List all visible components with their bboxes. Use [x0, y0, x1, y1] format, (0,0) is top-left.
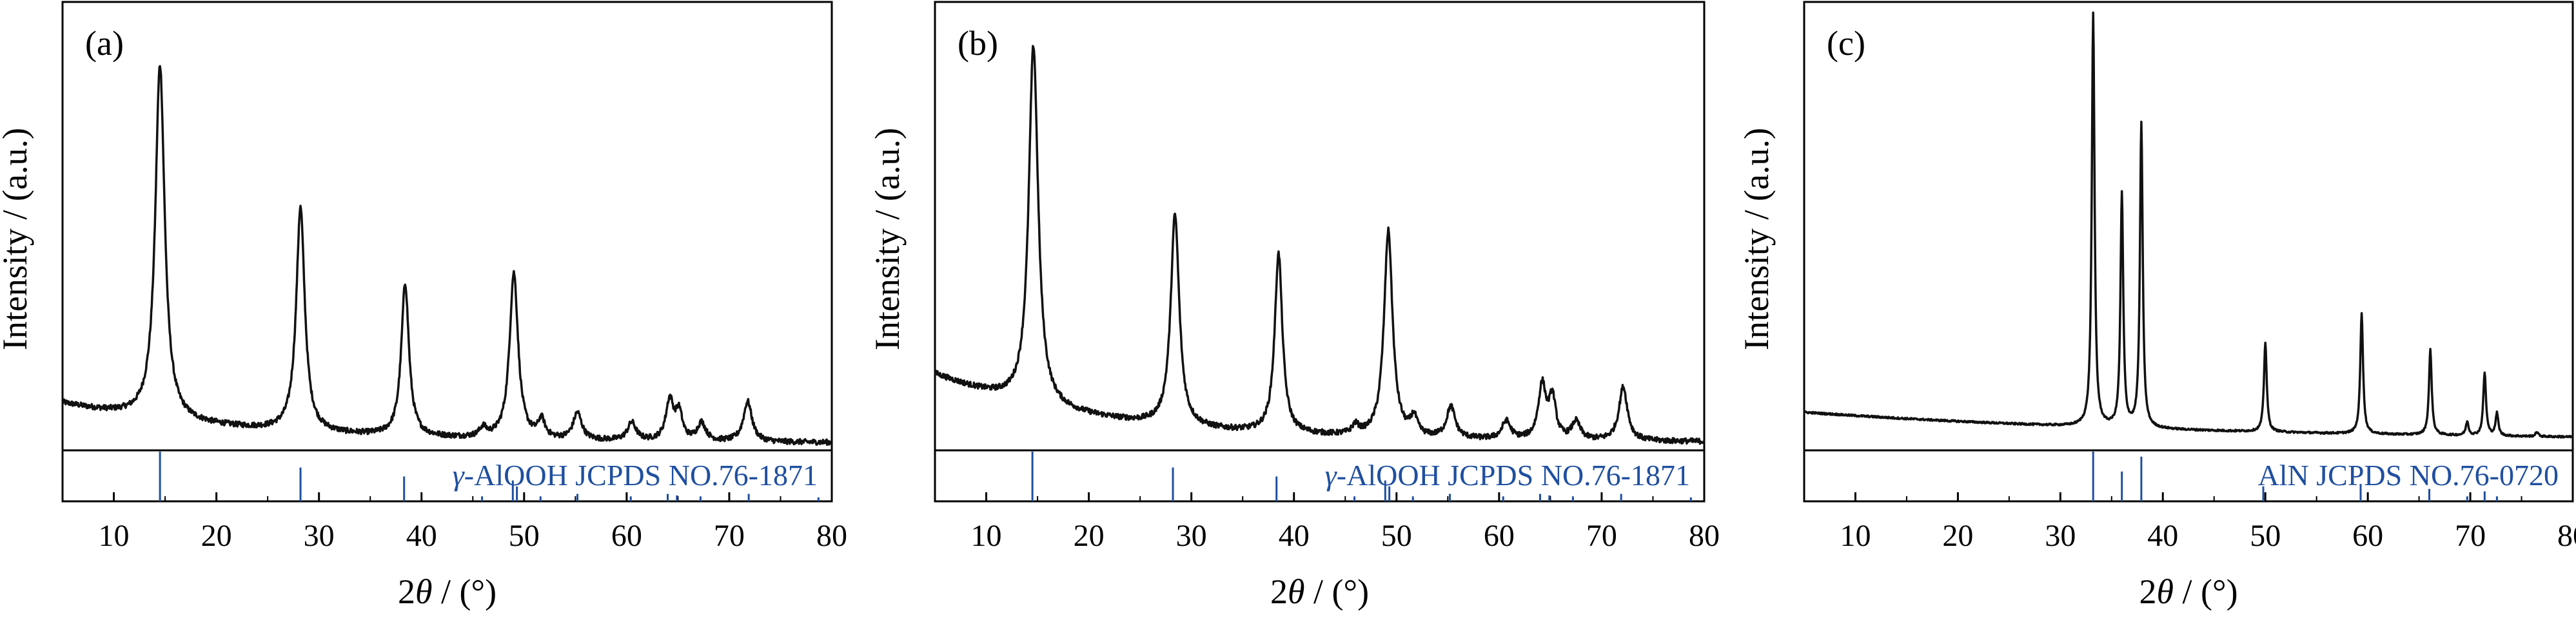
- x-tick-label: 80: [2557, 519, 2576, 553]
- x-tick-label: 30: [304, 519, 335, 553]
- x-tick-label: 30: [1176, 519, 1207, 553]
- x-tick-label: 80: [1689, 519, 1720, 553]
- x-tick-label: 40: [406, 519, 437, 553]
- x-tick-label: 20: [1942, 519, 1973, 553]
- x-tick-label: 50: [2250, 519, 2281, 553]
- reference-label: γ-AlOOH JCPDS NO.76-1871: [453, 459, 818, 492]
- x-tick-label: 60: [2352, 519, 2383, 553]
- x-tick-label: 50: [509, 519, 540, 553]
- x-tick-label: 20: [1074, 519, 1105, 553]
- y-axis-label: Intensity / (a.u.): [0, 128, 34, 350]
- x-tick-label: 70: [1586, 519, 1617, 553]
- x-tick-label: 80: [816, 519, 847, 553]
- plot-frame: [61, 1, 833, 503]
- x-tick-label: 50: [1381, 519, 1412, 553]
- x-axis-label: 2θ / (°): [398, 572, 497, 611]
- plot-frame: [1803, 1, 2574, 503]
- x-tick-label: 10: [1840, 519, 1871, 553]
- x-tick-label: 20: [201, 519, 232, 553]
- x-tick-label: 10: [99, 519, 130, 553]
- y-axis-label: Intensity / (a.u.): [1737, 128, 1776, 350]
- x-tick-label: 60: [1484, 519, 1515, 553]
- xrd-pattern-line: [1803, 11, 2574, 439]
- panel-label: (c): [1827, 24, 1865, 63]
- xrd-pattern-line: [61, 65, 832, 446]
- y-axis-label: Intensity / (a.u.): [868, 128, 907, 350]
- panel-2: 10 20 30 40 50 60 70 80 2θ / (°) Intensity / (a.u…: [868, 1, 1720, 611]
- x-axis-label: 2θ / (°): [2139, 572, 2237, 611]
- x-tick-label: 70: [714, 519, 745, 553]
- reference-label: γ-AlOOH JCPDS NO.76-1871: [1325, 459, 1690, 492]
- x-tick-label: 10: [971, 519, 1002, 553]
- panel-1: 10 20 30 40 50 60 70 80 2θ / (°) Intensity / (a.u…: [0, 1, 847, 611]
- panel-3: 10 20 30 40 50 60 70 80 2θ / (°) Intensity / (a.u…: [1737, 1, 2576, 611]
- xrd-pattern-line: [934, 45, 1706, 445]
- plot-frame: [934, 1, 1706, 503]
- x-axis-label: 2θ / (°): [1270, 572, 1369, 611]
- panel-label: (b): [958, 24, 998, 63]
- x-tick-label: 40: [1279, 519, 1310, 553]
- panel-label: (a): [85, 24, 124, 63]
- x-tick-label: 40: [2147, 519, 2178, 553]
- reference-label: AlN JCPDS NO.76-0720: [2258, 459, 2559, 492]
- x-tick-label: 60: [611, 519, 642, 553]
- x-tick-label: 70: [2455, 519, 2486, 553]
- x-tick-label: 30: [2045, 519, 2076, 553]
